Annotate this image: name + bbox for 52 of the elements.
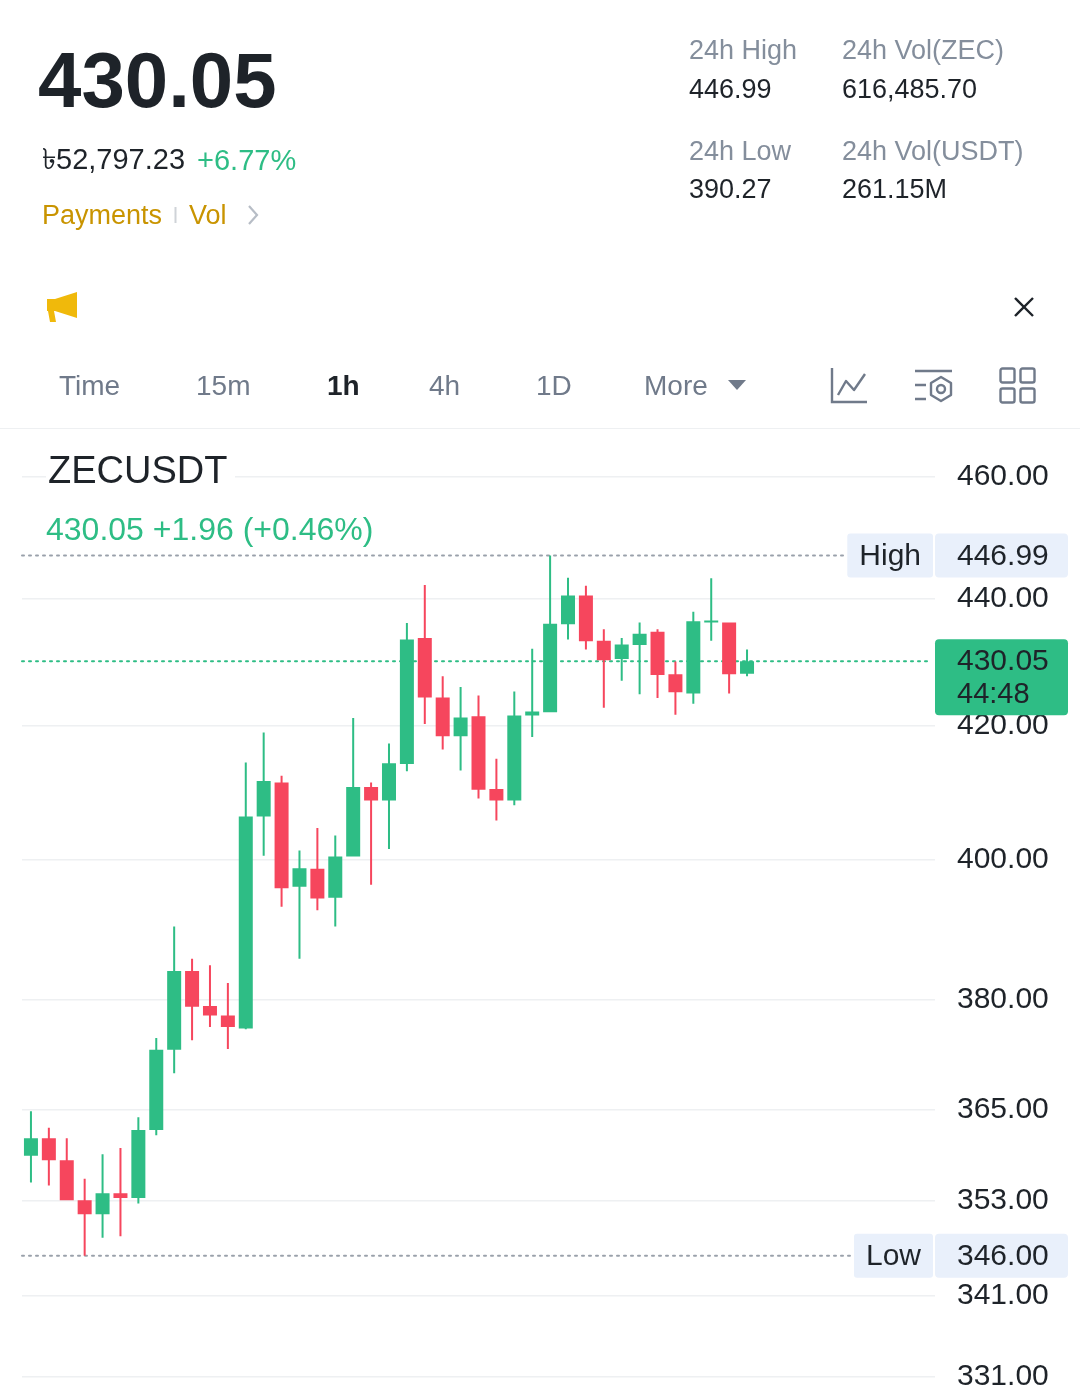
- candlestick: [95, 1154, 110, 1238]
- text: 1D: [536, 369, 572, 403]
- y-tick-label: 365.00: [957, 1090, 1049, 1124]
- y-tick-label: 341.00: [957, 1276, 1049, 1310]
- y-tick-label: 420.00: [957, 707, 1049, 741]
- text: 390.27: [689, 172, 772, 206]
- candlestick: [346, 718, 361, 857]
- y-tick-label: 440.00: [957, 579, 1049, 613]
- y-tick-label: 331.00: [957, 1358, 1049, 1392]
- y-tick-label: 460.00: [957, 458, 1049, 492]
- candlestick: [113, 1148, 128, 1237]
- candlestick: [310, 828, 325, 911]
- text: Vol: [189, 199, 227, 231]
- text: 446.99: [957, 537, 1049, 571]
- text: 24h Vol(USDT): [842, 134, 1024, 168]
- text: 1h: [327, 369, 360, 403]
- text: ৳52,797.23: [42, 141, 186, 177]
- candlestick: [453, 687, 468, 771]
- text: More: [644, 369, 708, 403]
- candlestick: [77, 1178, 92, 1256]
- text: Time: [59, 369, 121, 403]
- text: 430.05: [38, 35, 277, 126]
- candlestick: [489, 758, 504, 821]
- text: 430.05 +1.96 (+0.46%): [44, 509, 380, 549]
- candlestick: [41, 1127, 56, 1186]
- text: 616,485.70: [842, 72, 978, 106]
- text: Payments: [42, 199, 163, 231]
- text: 261.15M: [842, 172, 948, 206]
- text: 346.00: [957, 1238, 1049, 1272]
- ref-line-label: High: [859, 537, 921, 571]
- candlestick: [23, 1111, 38, 1183]
- candlestick: [668, 661, 683, 715]
- text: 446.99: [689, 72, 772, 106]
- y-tick-label: 353.00: [957, 1182, 1049, 1216]
- text: +6.77%: [197, 143, 297, 177]
- candlestick: [220, 983, 235, 1049]
- text: 4h: [429, 369, 461, 403]
- text: ZECUSDT: [46, 448, 236, 494]
- y-tick-label: 400.00: [957, 840, 1049, 874]
- y-tick-label: 380.00: [957, 980, 1049, 1014]
- candlestick: [704, 578, 719, 641]
- text: 24h Vol(ZEC): [842, 33, 1005, 67]
- ref-line-label: Low: [865, 1238, 922, 1272]
- candlestick: [202, 965, 217, 1028]
- text: 430.05: [957, 643, 1049, 677]
- text: 24h High: [689, 33, 798, 67]
- text: 44:48: [957, 677, 1030, 710]
- text: 24h Low: [689, 134, 792, 168]
- candlestick: [256, 732, 271, 856]
- candlestick: [364, 782, 379, 885]
- text: 15m: [196, 369, 251, 403]
- candlestick: [292, 850, 307, 959]
